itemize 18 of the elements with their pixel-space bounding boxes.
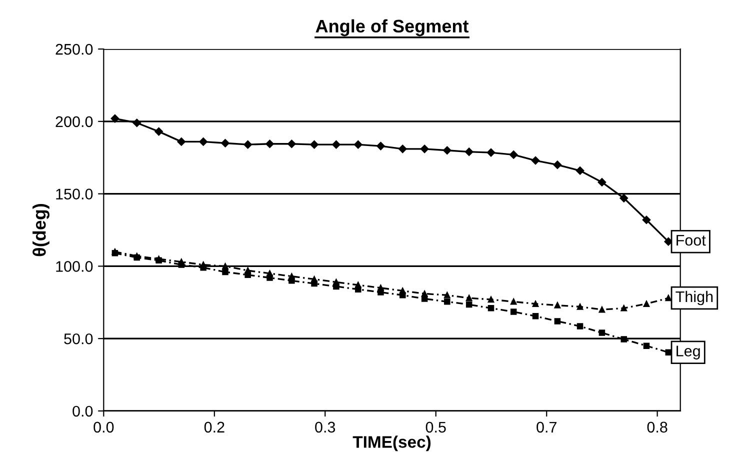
y-tick-label: 0.0 bbox=[72, 406, 93, 417]
x-tick-label: 0.8 bbox=[647, 422, 668, 433]
x-tick-label: 0.0 bbox=[94, 422, 114, 433]
x-tick-label: 0.5 bbox=[426, 422, 446, 433]
y-tick-label: 50.0 bbox=[64, 333, 93, 344]
y-tick-label: 150.0 bbox=[56, 188, 93, 200]
series-label: Foot bbox=[676, 235, 706, 246]
chart-title: Angle of Segment bbox=[316, 19, 469, 36]
x-tick-label: 0.7 bbox=[536, 422, 556, 433]
y-tick-label: 200.0 bbox=[56, 116, 93, 128]
y-axis-title: θ(deg) bbox=[32, 204, 50, 256]
series-label: Thigh bbox=[676, 290, 713, 306]
y-tick-label: 250.0 bbox=[56, 44, 93, 55]
x-tick-label: 0.3 bbox=[315, 422, 336, 433]
x-axis-title: TIME(sec) bbox=[352, 436, 431, 452]
x-tick-label: 0.2 bbox=[204, 422, 224, 433]
y-tick-label: 100.0 bbox=[56, 261, 93, 272]
series-label: Leg bbox=[676, 346, 700, 360]
